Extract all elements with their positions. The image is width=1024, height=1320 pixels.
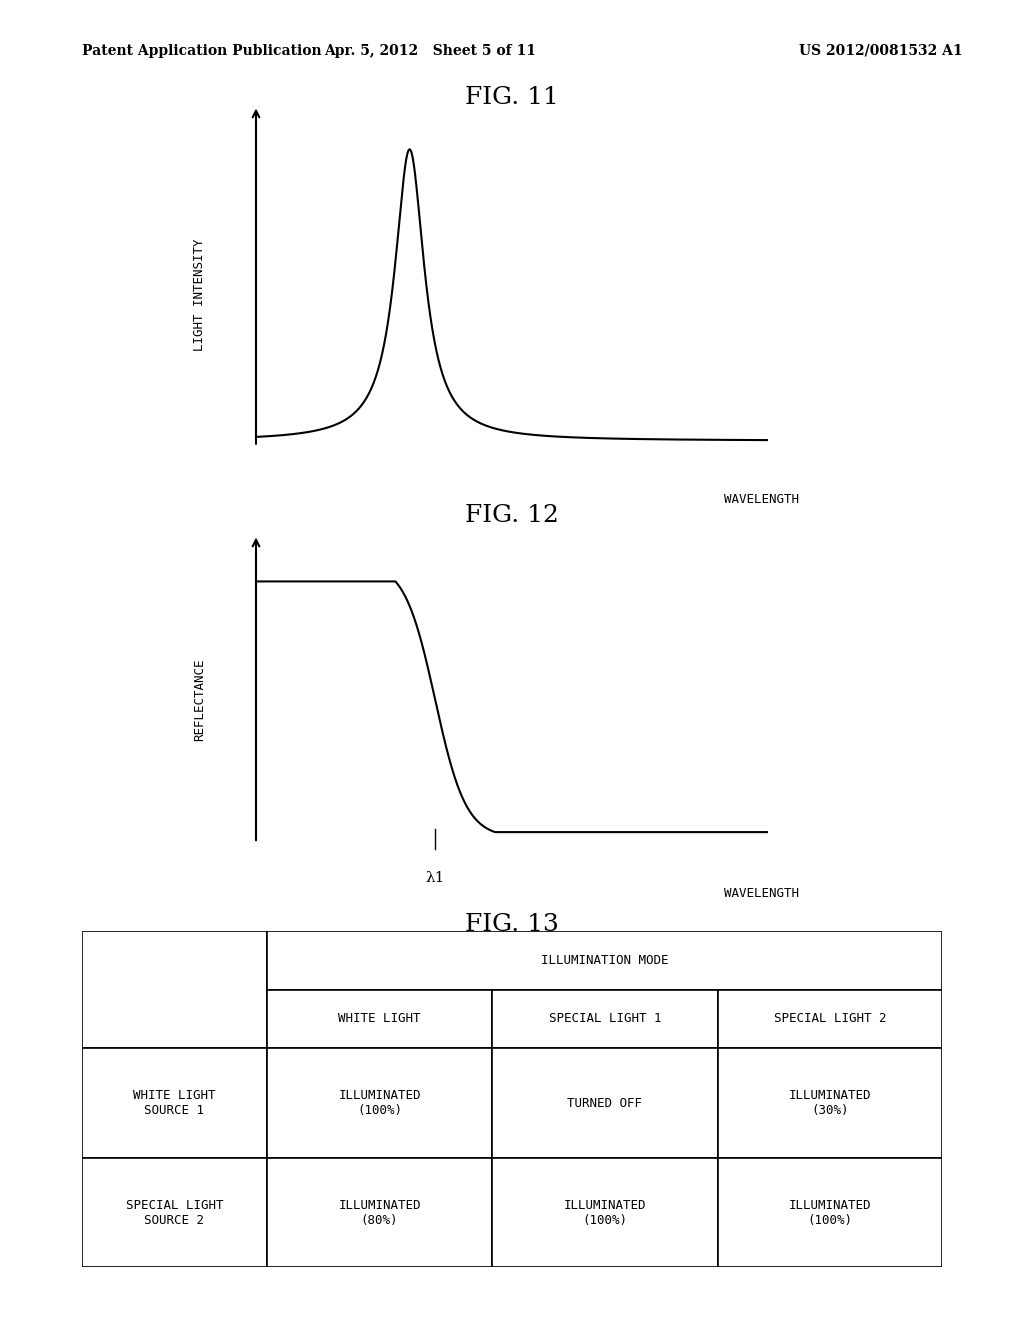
Bar bbox=[493, 1048, 718, 1158]
Text: REFLECTANCE: REFLECTANCE bbox=[194, 659, 206, 741]
Text: WAVELENGTH: WAVELENGTH bbox=[724, 887, 799, 900]
Text: TURNED OFF: TURNED OFF bbox=[567, 1097, 642, 1110]
Bar bbox=[718, 990, 942, 1048]
Text: SPECIAL LIGHT 1: SPECIAL LIGHT 1 bbox=[549, 1012, 662, 1026]
Text: ILLUMINATED
(100%): ILLUMINATED (100%) bbox=[563, 1199, 646, 1226]
Bar bbox=[267, 990, 493, 1048]
Text: FIG. 13: FIG. 13 bbox=[465, 913, 559, 936]
Text: WAVELENGTH: WAVELENGTH bbox=[724, 494, 799, 507]
Text: Apr. 5, 2012   Sheet 5 of 11: Apr. 5, 2012 Sheet 5 of 11 bbox=[324, 44, 537, 58]
Bar bbox=[267, 1158, 493, 1267]
Text: US 2012/0081532 A1: US 2012/0081532 A1 bbox=[799, 44, 963, 58]
Bar bbox=[718, 1158, 942, 1267]
Bar bbox=[82, 1048, 267, 1158]
Text: FIG. 11: FIG. 11 bbox=[465, 86, 559, 108]
Text: ILLUMINATED
(80%): ILLUMINATED (80%) bbox=[338, 1199, 421, 1226]
Text: WHITE LIGHT
SOURCE 1: WHITE LIGHT SOURCE 1 bbox=[133, 1089, 216, 1117]
Bar bbox=[718, 1048, 942, 1158]
Text: ILLUMINATION MODE: ILLUMINATION MODE bbox=[541, 953, 669, 966]
Text: SPECIAL LIGHT 2: SPECIAL LIGHT 2 bbox=[773, 1012, 886, 1026]
Text: ILLUMINATED
(30%): ILLUMINATED (30%) bbox=[788, 1089, 871, 1117]
Text: ILLUMINATED
(100%): ILLUMINATED (100%) bbox=[788, 1199, 871, 1226]
Bar bbox=[82, 1158, 267, 1267]
Text: λ1: λ1 bbox=[426, 871, 444, 884]
Bar bbox=[267, 1048, 493, 1158]
Bar bbox=[267, 931, 942, 990]
Text: FIG. 12: FIG. 12 bbox=[465, 504, 559, 527]
Bar bbox=[82, 931, 267, 1048]
Text: SPECIAL LIGHT
SOURCE 2: SPECIAL LIGHT SOURCE 2 bbox=[126, 1199, 223, 1226]
Bar bbox=[493, 990, 718, 1048]
Bar bbox=[493, 1158, 718, 1267]
Text: LIGHT INTENSITY: LIGHT INTENSITY bbox=[194, 239, 206, 351]
Text: ILLUMINATED
(100%): ILLUMINATED (100%) bbox=[338, 1089, 421, 1117]
Text: Patent Application Publication: Patent Application Publication bbox=[82, 44, 322, 58]
Text: WHITE LIGHT: WHITE LIGHT bbox=[338, 1012, 421, 1026]
